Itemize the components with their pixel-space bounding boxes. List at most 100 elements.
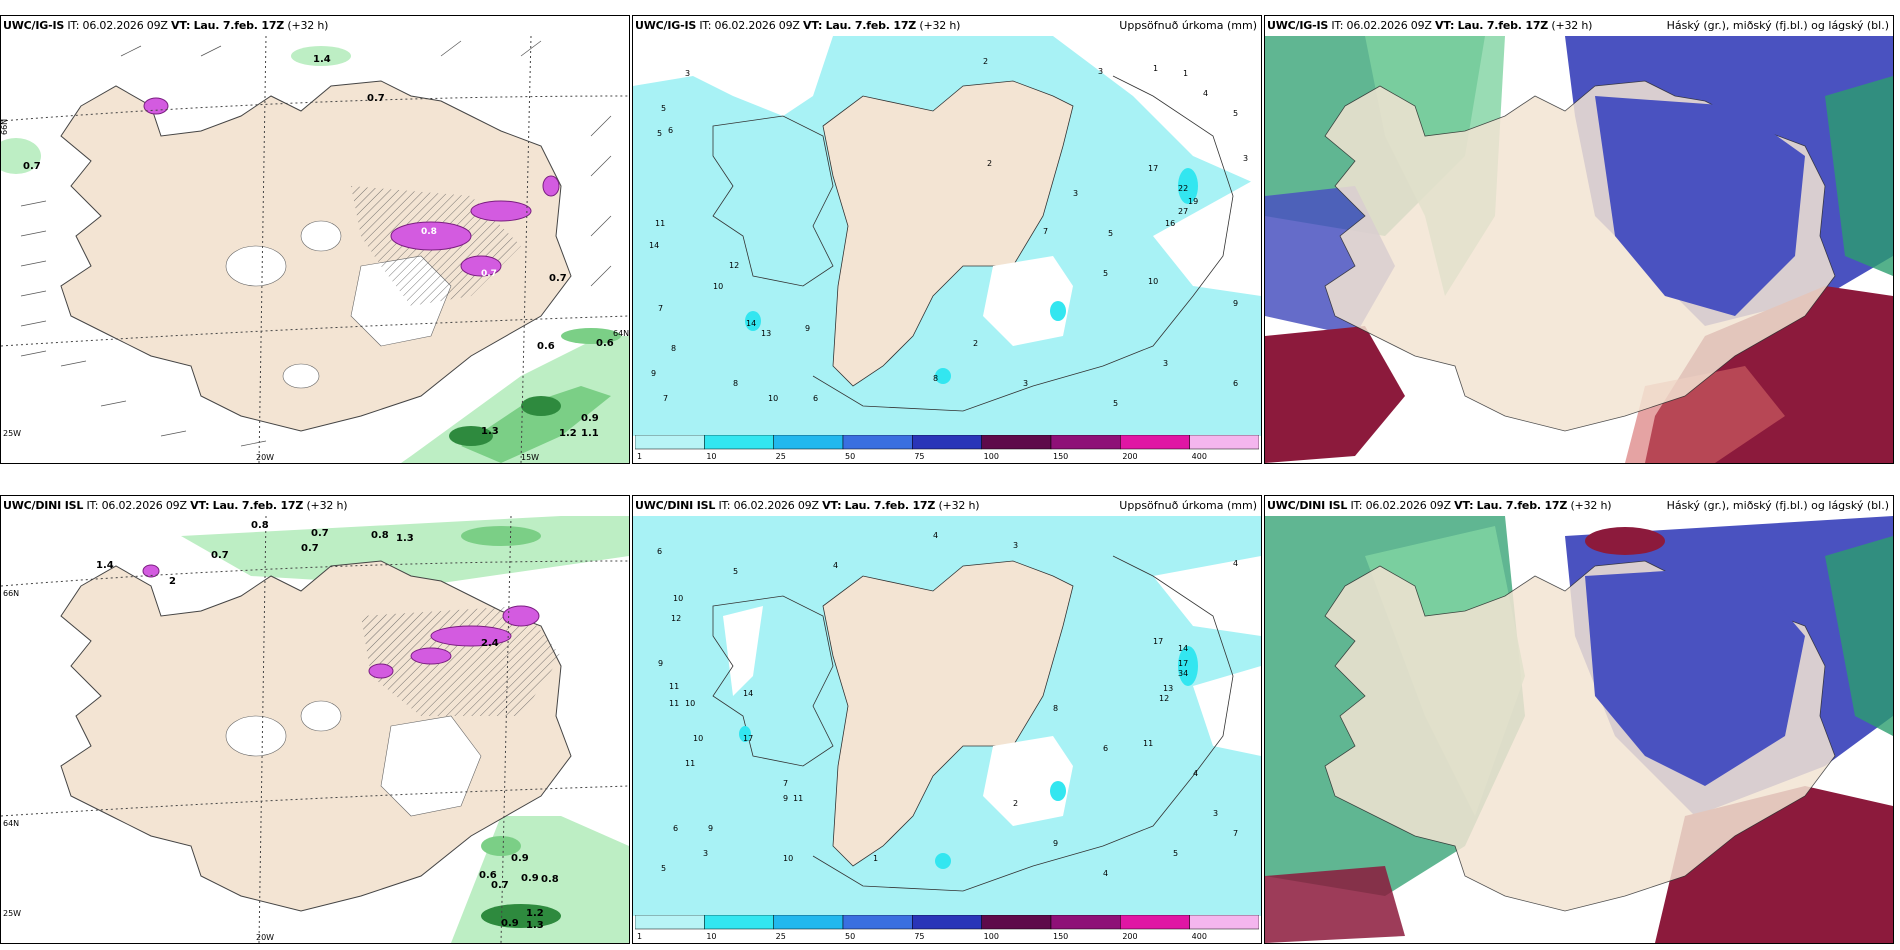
value-label: 0.8 [251,520,269,531]
value-label: 6 [813,394,818,403]
value-label: 2.4 [481,638,499,649]
value-label: 0.8 [371,530,389,541]
value-label: 0.9 [521,873,539,884]
value-label: 6 [668,126,673,135]
value-label: 5 [1173,849,1178,858]
value-label: 3 [1213,809,1218,818]
value-label: 4 [833,561,838,570]
value-label: 2 [1013,799,1018,808]
colorbar-swatch [1050,434,1121,450]
colorbar-tick-label: 200 [1122,452,1137,461]
colorbar-svg: 1 10 25 50 75 100 150 200 400 [634,914,1260,941]
value-label: 11 [669,682,679,691]
value-label: 16 [1165,219,1175,228]
colorbar-swatch [842,434,913,450]
value-label: 3 [685,69,690,78]
value-label: 12 [671,614,681,623]
lon-label-25w: 25W [3,909,21,918]
colorbar-tick-label: 75 [914,932,924,941]
value-label: 1.4 [313,54,331,65]
value-label: 3 [1098,67,1103,76]
value-label: 0.6 [596,338,614,349]
value-label: 14 [746,319,756,328]
value-label: 9 [783,794,788,803]
value-label: 10 [685,699,695,708]
wind-icing-map[interactable]: 66N 64N 25W 20W 15W 0.7 0.7 0.6 0.6 0.9 … [1,36,629,463]
lat-label-66n: 66N [3,589,19,598]
cloud-map[interactable] [1265,516,1893,943]
precip-panel-dini: UWC/DINI ISL IT: 06.02.2026 09Z VT: Lau.… [632,495,1262,944]
colorbar-swatch [912,434,982,450]
wind-icing-map[interactable]: 66N 64N 25W 20W 0.7 0.7 0.8 1.3 0.7 1.4 … [1,516,629,943]
value-label: 3 [1163,359,1168,368]
colorbar-swatch [773,914,844,930]
value-label: 14 [743,689,753,698]
value-label: 7 [1233,829,1238,838]
value-label: 5 [1113,399,1118,408]
value-label: 1.2 [526,908,544,919]
value-label: 6 [1103,744,1108,753]
value-label: 17 [1178,659,1188,668]
value-label: 1 [1153,64,1158,73]
value-label: 10 [768,394,778,403]
value-label: 0.9 [511,853,529,864]
precip-map[interactable]: 4 6 5 4 3 4 10 12 9 11 11 10 10 11 14 17… [633,516,1261,916]
value-label: 5 [657,129,662,138]
colorbar-tick-label: 50 [845,932,855,941]
colorbar-swatch [634,914,705,930]
colorbar-swatch [1189,434,1260,450]
value-label: 7 [658,304,663,313]
value-label: 3 [1023,379,1028,388]
value-label: 10 [713,282,723,291]
value-label: 0.7 [367,93,385,104]
colorbar-tick-label: 10 [706,452,716,461]
value-label: 0.7 [23,161,41,172]
value-label: 6 [1233,379,1238,388]
value-label: 3 [1013,541,1018,550]
value-label: 22 [1178,184,1188,193]
colorbar-tick-label: 75 [914,452,924,461]
value-label: 1 [873,854,878,863]
value-label: 17 [743,734,753,743]
panel-header: UWC/DINI ISL IT: 06.02.2026 09Z VT: Lau.… [3,499,348,512]
value-label: 4 [1233,559,1238,568]
value-label: 10 [1148,277,1158,286]
value-label: 4 [933,531,938,540]
value-label: 8 [671,344,676,353]
lat-label-64n: 64N [613,329,629,338]
value-label: 1.3 [396,533,414,544]
value-label: 5 [661,104,666,113]
colorbar-tick-label: 100 [984,932,999,941]
value-label: 0.6 [479,870,497,881]
value-label: 17 [1153,637,1163,646]
colorbar-tick-label: 200 [1122,932,1137,941]
value-label: 9 [1053,839,1058,848]
value-label: 9 [651,369,656,378]
value-label: 9 [1233,299,1238,308]
panel-subtitle: Uppsöfnuð úrkoma (mm) [1119,19,1257,32]
precip-map[interactable]: 3 5 6 2 3 1 1 4 5 3 11 14 12 10 7 8 9 7 … [633,36,1261,436]
value-label: 11 [1143,739,1153,748]
lon-label-20w: 20W [256,933,274,942]
value-label: 12 [1159,694,1169,703]
value-label: 2 [169,576,176,587]
value-label: 3 [1243,154,1248,163]
lon-label-25w: 25W [3,429,21,438]
value-label: 0.7 [211,550,229,561]
value-label: 1.3 [481,426,499,437]
value-label: 11 [669,699,679,708]
value-label: 2 [973,339,978,348]
colorbar-tick-label: 100 [984,452,999,461]
value-label: 3 [1073,189,1078,198]
map-canvas-2: 3 5 6 2 3 1 1 4 5 3 11 14 12 10 7 8 9 7 … [633,36,1261,436]
value-label: 8 [933,374,938,383]
value-label: 5 [1233,109,1238,118]
colorbar-tick-label: 1 [637,932,642,941]
value-label: 7 [783,779,788,788]
value-label: 8 [733,379,738,388]
value-label: 5 [1108,229,1113,238]
colorbar-tick-label: 25 [776,452,786,461]
colorbar-swatch [1189,914,1260,930]
cloud-map[interactable] [1265,36,1893,463]
panel-subtitle: Uppsöfnuð úrkoma (mm) [1119,499,1257,512]
